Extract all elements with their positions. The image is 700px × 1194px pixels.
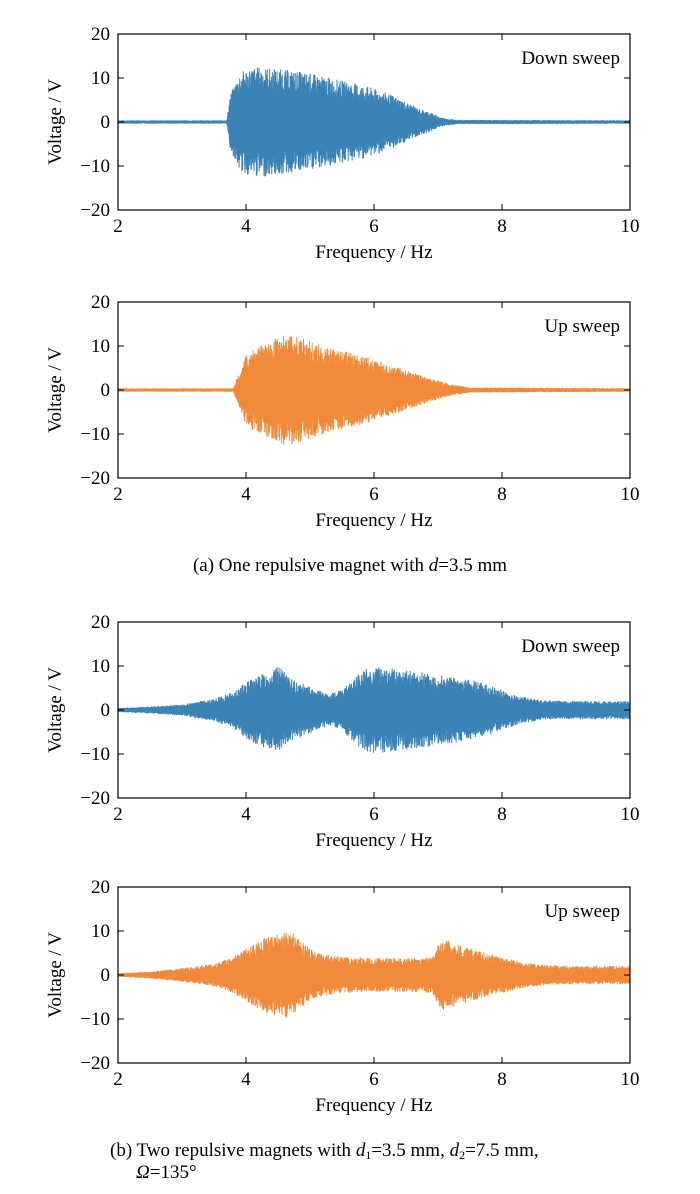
caption-a: (a) One repulsive magnet with d=3.5 mm	[0, 555, 700, 577]
signal-trace	[117, 335, 631, 445]
y-tick-label: −10	[80, 424, 110, 445]
x-tick-label: 4	[241, 1069, 251, 1090]
x-tick-label: 4	[241, 216, 251, 237]
y-tick-label: 0	[101, 700, 111, 721]
x-tick-label: 6	[369, 804, 379, 825]
x-tick-label: 8	[497, 484, 507, 505]
caption-b-var1: d	[355, 1140, 366, 1161]
chart-panel-a-top: 2 4 6 8 10 −20 −10 0 10 20 Frequency / Hz Voltage /…	[45, 24, 640, 263]
y-tick-label: 20	[91, 877, 110, 898]
x-tick-label: 2	[113, 804, 123, 825]
y-tick-label: 0	[101, 112, 111, 133]
caption-b-sub2: 2	[459, 1148, 466, 1162]
chart-panel-b-bottom: 2 4 6 8 10 −20 −10 0 10 20 Frequency / Hz Voltage /…	[45, 877, 640, 1116]
x-axis-label: Frequency / Hz	[315, 242, 432, 263]
y-axis-label: Voltage / V	[45, 667, 66, 753]
y-tick-label: −20	[80, 788, 110, 809]
y-tick-label: 10	[91, 336, 110, 357]
y-tick-label: 20	[91, 612, 110, 633]
y-tick-label: 20	[91, 24, 110, 45]
caption-b-suffix: =135°	[149, 1162, 197, 1183]
x-tick-label: 2	[113, 1069, 123, 1090]
sweep-annotation: Up sweep	[545, 316, 620, 337]
x-tick-label: 10	[621, 1069, 640, 1090]
y-tick-label: 20	[91, 292, 110, 313]
y-axis-label: Voltage / V	[45, 79, 66, 165]
caption-b-var2: d	[449, 1140, 460, 1161]
caption-b-line2: Ω=135°	[110, 1162, 690, 1184]
caption-a-suffix: =3.5 mm	[438, 555, 508, 576]
x-tick-label: 6	[369, 484, 379, 505]
caption-b: (b) Two repulsive magnets with d1=3.5 mm…	[110, 1140, 690, 1184]
x-tick-label: 10	[621, 216, 640, 237]
x-axis-label: Frequency / Hz	[315, 510, 432, 531]
x-tick-label: 4	[241, 484, 251, 505]
y-tick-label: −20	[80, 1053, 110, 1074]
sweep-annotation: Up sweep	[545, 901, 620, 922]
x-axis-label: Frequency / Hz	[315, 830, 432, 851]
y-tick-label: −20	[80, 200, 110, 221]
x-tick-label: 10	[621, 484, 640, 505]
caption-b-line1: (b) Two repulsive magnets with d1=3.5 mm…	[110, 1140, 690, 1162]
x-tick-label: 2	[113, 484, 123, 505]
y-tick-label: −10	[80, 1009, 110, 1030]
y-tick-label: −10	[80, 156, 110, 177]
sweep-annotation: Down sweep	[521, 48, 620, 69]
caption-b-var3: Ω	[136, 1162, 150, 1183]
x-tick-label: 6	[369, 1069, 379, 1090]
y-tick-label: 0	[101, 380, 111, 401]
y-tick-label: −20	[80, 468, 110, 489]
x-tick-label: 6	[369, 216, 379, 237]
y-tick-label: 10	[91, 921, 110, 942]
signal-trace	[117, 667, 631, 753]
x-tick-label: 10	[621, 804, 640, 825]
chart-panel-b-top: 2 4 6 8 10 −20 −10 0 10 20 Frequency / Hz Voltage /…	[45, 612, 640, 851]
x-tick-label: 8	[497, 216, 507, 237]
y-axis-label: Voltage / V	[45, 932, 66, 1018]
signal-trace	[117, 67, 631, 177]
caption-b-mid2: =7.5 mm,	[465, 1140, 539, 1161]
y-tick-label: 10	[91, 68, 110, 89]
sweep-annotation: Down sweep	[521, 636, 620, 657]
y-axis-label: Voltage / V	[45, 347, 66, 433]
x-axis-label: Frequency / Hz	[315, 1095, 432, 1116]
caption-b-sub1: 1	[365, 1148, 372, 1162]
y-tick-label: 10	[91, 656, 110, 677]
signal-trace	[117, 932, 631, 1018]
caption-b-prefix: (b) Two repulsive magnets with	[110, 1140, 356, 1161]
chart-panel-a-bottom: 2 4 6 8 10 −20 −10 0 10 20 Frequency / Hz Voltage /…	[45, 292, 640, 531]
caption-a-var: d	[428, 555, 439, 576]
caption-b-mid1: =3.5 mm,	[371, 1140, 450, 1161]
x-tick-label: 4	[241, 804, 251, 825]
x-tick-label: 8	[497, 1069, 507, 1090]
y-tick-label: −10	[80, 744, 110, 765]
y-tick-label: 0	[101, 965, 111, 986]
x-tick-label: 2	[113, 216, 123, 237]
caption-a-prefix: (a) One repulsive magnet with	[192, 555, 429, 576]
x-tick-label: 8	[497, 804, 507, 825]
